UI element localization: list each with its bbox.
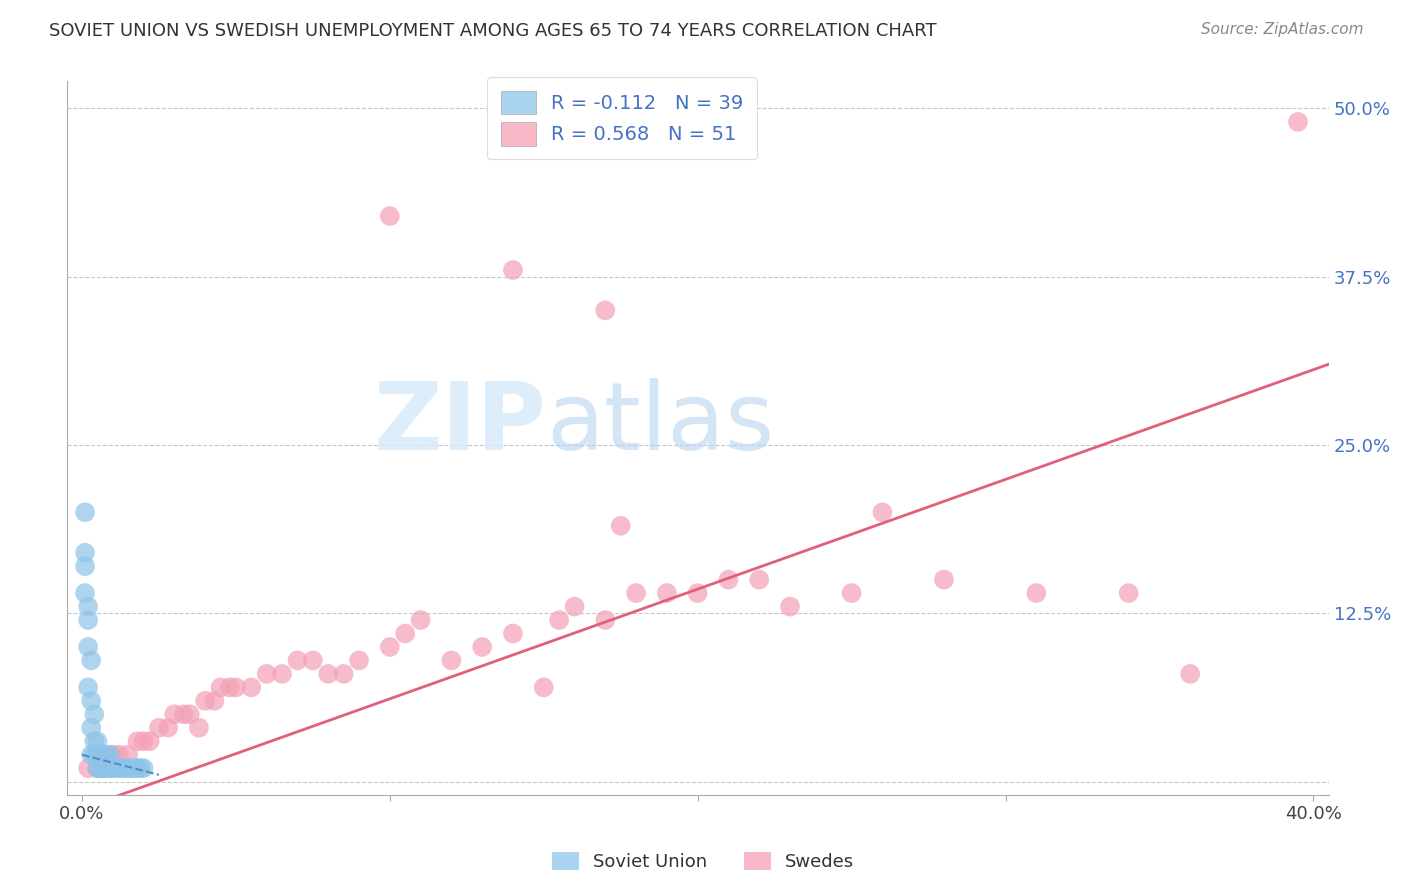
Point [108, 761, 131, 775]
Point [316, 666, 339, 681]
Point [332, 666, 354, 681]
Legend: R = -0.112   N = 39, R = 0.568   N = 51: R = -0.112 N = 39, R = 0.568 N = 51 [486, 77, 756, 160]
Point [347, 653, 370, 667]
Point [209, 681, 232, 695]
Point [502, 263, 524, 277]
Point [96, 747, 118, 762]
Point [117, 761, 139, 775]
Point [83, 747, 105, 762]
Point [748, 573, 770, 587]
Point [80, 653, 103, 667]
Point [394, 626, 416, 640]
Point [77, 599, 100, 614]
Point [595, 613, 617, 627]
Point [1286, 115, 1309, 129]
Point [86, 761, 108, 775]
Point [80, 721, 103, 735]
Point [655, 586, 678, 600]
Point [98, 761, 121, 775]
Text: Source: ZipAtlas.com: Source: ZipAtlas.com [1201, 22, 1364, 37]
Point [108, 747, 131, 762]
Point [114, 761, 136, 775]
Point [73, 559, 96, 574]
Point [77, 761, 100, 775]
Point [77, 613, 100, 627]
Point [240, 681, 263, 695]
Point [93, 761, 115, 775]
Point [129, 761, 152, 775]
Point [502, 626, 524, 640]
Point [77, 640, 100, 654]
Point [564, 599, 586, 614]
Point [138, 734, 160, 748]
Point [132, 761, 155, 775]
Point [609, 518, 631, 533]
Point [1180, 666, 1202, 681]
Text: atlas: atlas [546, 378, 775, 470]
Point [96, 761, 118, 775]
Point [1118, 586, 1140, 600]
Point [89, 761, 111, 775]
Point [157, 721, 180, 735]
Point [127, 761, 149, 775]
Point [83, 707, 105, 722]
Point [80, 747, 103, 762]
Point [440, 653, 463, 667]
Point [533, 681, 555, 695]
Point [932, 573, 955, 587]
Point [1025, 586, 1047, 600]
Point [77, 681, 100, 695]
Point [73, 546, 96, 560]
Point [80, 694, 103, 708]
Point [188, 721, 211, 735]
Point [548, 613, 571, 627]
Point [132, 734, 155, 748]
Point [111, 761, 134, 775]
Point [378, 640, 401, 654]
Point [256, 666, 278, 681]
Point [101, 747, 124, 762]
Point [595, 303, 617, 318]
Point [117, 747, 139, 762]
Point [86, 747, 108, 762]
Point [93, 747, 115, 762]
Point [120, 761, 142, 775]
Text: SOVIET UNION VS SWEDISH UNEMPLOYMENT AMONG AGES 65 TO 74 YEARS CORRELATION CHART: SOVIET UNION VS SWEDISH UNEMPLOYMENT AMO… [49, 22, 936, 40]
Point [89, 747, 111, 762]
Point [779, 599, 801, 614]
Point [173, 707, 195, 722]
Point [127, 734, 149, 748]
Point [624, 586, 647, 600]
Point [89, 761, 111, 775]
Point [148, 721, 170, 735]
Point [872, 505, 894, 519]
Point [101, 761, 124, 775]
Point [225, 681, 247, 695]
Point [163, 707, 186, 722]
Point [104, 761, 127, 775]
Point [179, 707, 201, 722]
Point [218, 681, 240, 695]
Point [378, 209, 401, 223]
Point [202, 694, 225, 708]
Point [86, 761, 108, 775]
Point [302, 653, 325, 667]
Legend: Soviet Union, Swedes: Soviet Union, Swedes [544, 845, 862, 879]
Point [471, 640, 494, 654]
Point [86, 734, 108, 748]
Point [73, 505, 96, 519]
Point [409, 613, 432, 627]
Point [194, 694, 217, 708]
Point [271, 666, 294, 681]
Point [841, 586, 863, 600]
Point [93, 761, 115, 775]
Point [83, 734, 105, 748]
Text: ZIP: ZIP [374, 378, 546, 470]
Point [686, 586, 709, 600]
Point [124, 761, 146, 775]
Point [73, 586, 96, 600]
Point [98, 747, 121, 762]
Point [717, 573, 740, 587]
Point [287, 653, 309, 667]
